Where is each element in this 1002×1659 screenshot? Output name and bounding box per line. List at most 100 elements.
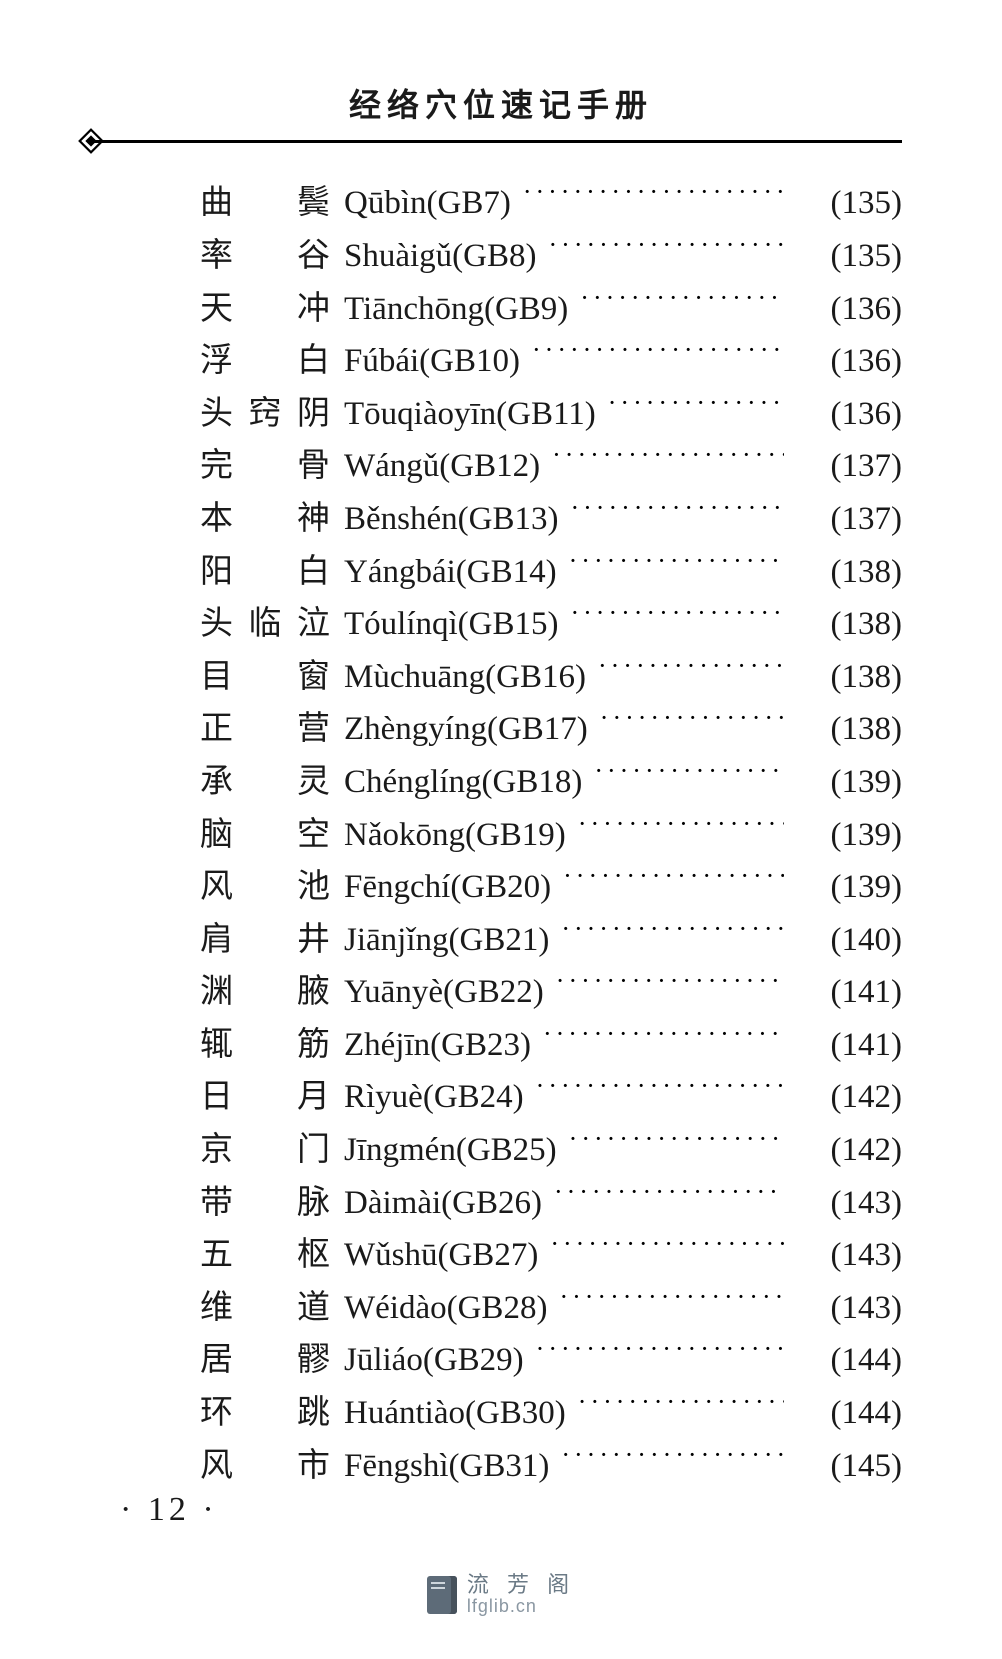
toc-entry: 维 道Wéidào(GB28)(143) [200,1279,902,1332]
entry-pinyin: Yuānyè(GB22) [344,974,544,1011]
toc-entry: 率 谷 Shuàigǔ(GB8) (135) [200,228,902,281]
toc-entry: 承 灵Chénglíng(GB18)(139) [200,754,902,807]
entry-pinyin: Zhèngyíng(GB17) [344,711,588,748]
entry-pinyin: Tōuqiàoyīn(GB11) [344,396,596,433]
entry-cjk: 浮 白 [200,333,330,381]
leader-dots [569,543,784,581]
book-page: 经络穴位速记手册 曲 鬓Qūbìn(GB7)(135)率 谷Shuàigǔ(GB… [0,0,1002,1659]
entry-page: (138) [792,711,902,748]
entry-pinyin: Wǔshū(GB27) [344,1237,538,1274]
leader-dots [559,1279,784,1317]
entry-cjk: 风 池 [200,859,330,907]
entry-page: (139) [792,817,902,854]
entry-page: (137) [792,448,902,485]
toc-entry: 脑 空 Nǎokōng(GB19) (139) [200,806,902,859]
entry-cjk: 阳 白 [200,544,330,592]
leader-dots [550,1227,784,1265]
leader-dots [532,333,784,371]
leader-dots [523,175,784,213]
watermark-footer: 流 芳 阁 lfglib.cn [0,1573,1002,1619]
entry-page: (137) [792,501,902,538]
entry-cjk: 率 谷 [200,228,330,276]
toc-entry: 阳 白Yángbái(GB14)(138) [200,543,902,596]
entry-pinyin: Zhéjīn(GB23) [344,1027,531,1064]
page-number: · 12 · [120,1491,218,1529]
entry-cjk: 日 月 [200,1069,330,1117]
entry-page: (136) [792,396,902,433]
leader-dots [569,1122,784,1160]
footer-site-url: lfglib.cn [467,1597,575,1617]
entry-page: (142) [792,1079,902,1116]
entry-cjk: 五 枢 [200,1227,330,1275]
entry-pinyin: Shuàigǔ(GB8) [344,238,537,275]
entry-pinyin: Rìyuè(GB24) [344,1079,524,1116]
entry-pinyin: Fúbái(GB10) [344,343,520,380]
leader-dots [598,648,784,686]
entry-page: (143) [792,1290,902,1327]
leader-dots [608,385,784,423]
entry-pinyin: Jiānjǐng(GB21) [344,922,549,959]
entry-cjk: 带 脉 [200,1175,330,1223]
entry-page: (138) [792,659,902,696]
entry-pinyin: Huántiào(GB30) [344,1395,566,1432]
entry-pinyin: Dàimài(GB26) [344,1185,542,1222]
entry-pinyin: Wángǔ(GB12) [344,448,540,485]
entry-page: (140) [792,922,902,959]
leader-dots [578,806,784,844]
toc-entry: 头临泣Tóulínqì(GB15)(138) [200,596,902,649]
entry-page: (143) [792,1237,902,1274]
entry-cjk: 完 骨 [200,438,330,486]
leader-dots [556,964,784,1002]
toc-entry: 目 窗Mùchuāng(GB16)(138) [200,648,902,701]
entry-page: (136) [792,291,902,328]
entry-cjk: 辄 筋 [200,1017,330,1065]
toc-entry: 天 冲 Tiānchōng(GB9) (136) [200,280,902,333]
leader-dots [600,701,784,739]
entry-page: (139) [792,869,902,906]
entry-page: (142) [792,1132,902,1169]
entry-cjk: 脑 空 [200,807,330,855]
toc-entry: 风 市 Fēngshì(GB31) (145) [200,1437,902,1490]
entry-cjk: 维 道 [200,1280,330,1328]
entry-pinyin: Mùchuāng(GB16) [344,659,586,696]
entry-pinyin: Jūliáo(GB29) [344,1342,524,1379]
header-rule [90,140,902,143]
toc-entry: 肩 井Jiānjǐng(GB21)(140) [200,911,902,964]
toc-entry: 辄 筋 Zhéjīn(GB23) (141) [200,1017,902,1070]
entry-pinyin: Běnshén(GB13) [344,501,558,538]
entry-page: (145) [792,1448,902,1485]
leader-dots [563,859,784,897]
toc-entry: 京 门Jīngmén(GB25)(142) [200,1122,902,1175]
toc-entry: 带 脉 Dàimài(GB26) (143) [200,1174,902,1227]
entry-page: (135) [792,238,902,275]
leader-dots [543,1017,784,1055]
entry-page: (141) [792,974,902,1011]
leader-dots [594,754,784,792]
entry-cjk: 本 神 [200,491,330,539]
toc-entry: 环 跳Huántiào(GB30)(144) [200,1385,902,1438]
entry-page: (135) [792,185,902,222]
entry-pinyin: Nǎokōng(GB19) [344,817,566,854]
leader-dots [536,1332,784,1370]
leader-dots [561,1437,784,1475]
entry-cjk: 风 市 [200,1438,330,1486]
toc-entry: 居 髎Jūliáo(GB29)(144) [200,1332,902,1385]
leader-dots [552,438,784,476]
leader-dots [536,1069,784,1107]
toc-entry: 本 神 Běnshén(GB13) (137) [200,491,902,544]
entry-pinyin: Fēngshì(GB31) [344,1448,549,1485]
book-icon [427,1576,457,1614]
entry-page: (141) [792,1027,902,1064]
entry-page: (144) [792,1395,902,1432]
leader-dots [570,491,784,529]
footer-site-name: 流 芳 阁 [467,1573,575,1597]
leader-dots [561,911,784,949]
entry-cjk: 渊 腋 [200,964,330,1012]
toc-entry: 风 池Fēngchí(GB20)(139) [200,859,902,912]
entry-pinyin: Tiānchōng(GB9) [344,291,568,328]
entry-page: (143) [792,1185,902,1222]
entry-page: (136) [792,343,902,380]
entry-cjk: 头临泣 [200,596,330,644]
entry-cjk: 天 冲 [200,281,330,329]
leader-dots [580,280,784,318]
